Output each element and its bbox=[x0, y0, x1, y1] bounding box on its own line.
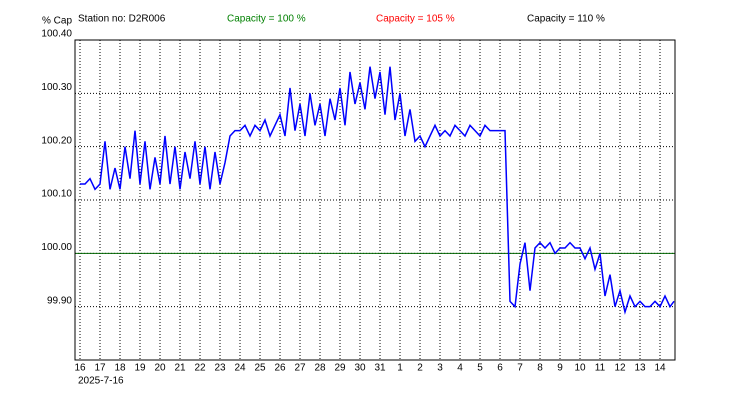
y-tick-label: 100.20 bbox=[41, 135, 72, 146]
x-tick-label: 13 bbox=[634, 363, 646, 374]
x-tick-label: 9 bbox=[557, 363, 563, 374]
x-tick-label: 5 bbox=[477, 363, 483, 374]
x-tick-label: 18 bbox=[114, 363, 126, 374]
x-tick-label: 22 bbox=[194, 363, 206, 374]
x-tick-label: 19 bbox=[134, 363, 146, 374]
capacity-label: Capacity = 105 % bbox=[376, 14, 455, 25]
y-tick-label: 100.30 bbox=[41, 82, 72, 93]
y-axis-label: % Cap bbox=[42, 16, 72, 27]
capacity-label: Capacity = 110 % bbox=[527, 14, 605, 25]
y-tick-label: 100.00 bbox=[41, 242, 72, 253]
data-line bbox=[80, 66, 675, 315]
x-tick-label: 11 bbox=[595, 363, 606, 374]
x-tick-label: 1 bbox=[397, 363, 403, 374]
x-tick-label: 6 bbox=[497, 363, 503, 374]
x-tick-label: 27 bbox=[294, 363, 306, 374]
x-tick-label: 25 bbox=[254, 363, 266, 374]
x-tick-label: 12 bbox=[614, 363, 626, 374]
x-tick-label: 2 bbox=[417, 363, 423, 374]
plot-frame bbox=[74, 39, 676, 361]
x-tick-label: 28 bbox=[314, 363, 326, 374]
x-tick-label: 23 bbox=[214, 363, 226, 374]
x-tick-label: 3 bbox=[437, 363, 443, 374]
x-tick-label: 30 bbox=[354, 363, 366, 374]
start-date: 2025-7-16 bbox=[78, 376, 124, 387]
x-tick-label: 10 bbox=[574, 363, 586, 374]
x-tick-label: 26 bbox=[274, 363, 286, 374]
x-tick-label: 16 bbox=[74, 363, 86, 374]
x-tick-label: 17 bbox=[94, 363, 106, 374]
x-tick-label: 4 bbox=[457, 363, 463, 374]
x-tick-label: 21 bbox=[174, 363, 186, 374]
y-tick-label: 100.40 bbox=[41, 29, 72, 40]
x-tick-label: 31 bbox=[374, 363, 386, 374]
x-tick-label: 29 bbox=[334, 363, 346, 374]
x-tick-label: 8 bbox=[537, 363, 543, 374]
x-tick-label: 14 bbox=[654, 363, 666, 374]
y-tick-label: 100.10 bbox=[41, 189, 72, 200]
capacity-label: Capacity = 100 % bbox=[227, 14, 306, 25]
x-tick-label: 7 bbox=[517, 363, 523, 374]
x-tick-label: 20 bbox=[154, 363, 166, 374]
station-label: Station no: D2R006 bbox=[78, 14, 166, 25]
x-tick-label: 24 bbox=[234, 363, 246, 374]
y-tick-label: 99.90 bbox=[47, 295, 72, 306]
